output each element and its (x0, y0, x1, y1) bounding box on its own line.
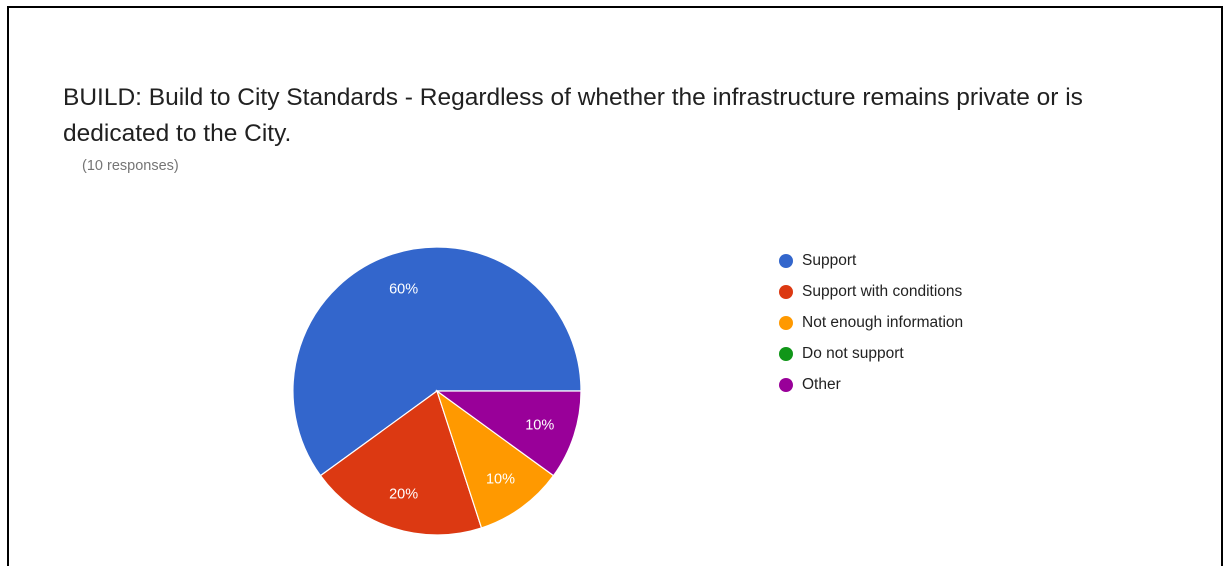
legend-item-support[interactable]: Support (779, 245, 963, 276)
legend-label-not-enough-information: Not enough information (802, 313, 964, 331)
legend-label-other: Other (802, 375, 841, 393)
pie-slice-labels: 60% 20% 10% 10% (389, 281, 554, 502)
response-count: (10 responses) (82, 158, 179, 174)
pie-slice-other[interactable] (435, 390, 582, 477)
pie-label-support: 60% (389, 281, 418, 297)
legend-item-not-enough-information[interactable]: Not enough information (779, 307, 963, 338)
legend-item-support-with-conditions[interactable]: Support with conditions (779, 276, 963, 307)
legend-item-other[interactable]: Other (779, 369, 963, 400)
pie-slices (292, 246, 582, 536)
pie-slice-support[interactable] (292, 246, 582, 477)
legend-swatch-support-with-conditions (779, 284, 793, 299)
pie-label-not-enough-information: 10% (486, 471, 515, 487)
chart-card (7, 6, 1223, 566)
pie-slice-not-enough-information[interactable] (435, 389, 555, 529)
legend-swatch-not-enough-information (779, 315, 793, 330)
chart-title: BUILD: Build to City Standards - Regardl… (63, 84, 1083, 147)
legend-label-support: Support (802, 251, 857, 269)
chart-legend: Support Support with conditions Not enou… (779, 245, 963, 400)
legend-label-do-not-support: Do not support (802, 344, 904, 362)
legend-item-do-not-support[interactable]: Do not support (779, 338, 963, 369)
pie-label-support-with-conditions: 20% (389, 487, 418, 503)
pie-label-other: 10% (525, 417, 554, 433)
legend-swatch-support (779, 253, 793, 268)
legend-label-support-with-conditions: Support with conditions (802, 282, 963, 300)
legend-swatch-do-not-support (779, 346, 793, 361)
legend-swatch-other (779, 377, 793, 392)
pie-slice-support-with-conditions[interactable] (319, 390, 483, 536)
